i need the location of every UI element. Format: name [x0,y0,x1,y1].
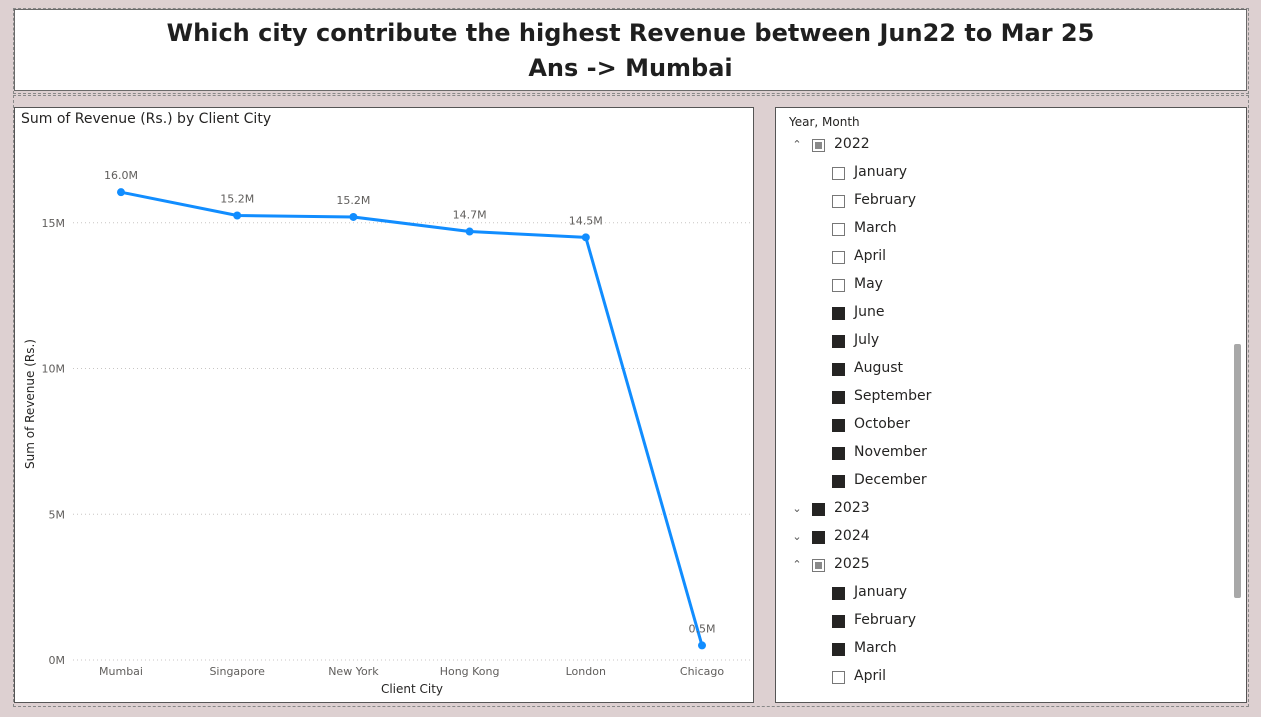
slicer-month-item[interactable]: May [776,273,1246,301]
x-axis-title: Client City [381,682,443,696]
data-point[interactable] [117,188,125,197]
data-point[interactable] [233,211,242,220]
slicer-checkbox[interactable] [832,223,845,236]
data-point[interactable] [349,212,358,221]
slicer-checkbox[interactable] [812,139,825,152]
slicer-checkbox[interactable] [812,531,825,544]
slicer-item-label: March [854,220,897,236]
slicer-month-item[interactable]: August [776,357,1246,385]
data-label: 0.5M [689,622,716,635]
slicer-month-item[interactable]: January [776,161,1246,189]
slicer-item-label: February [854,612,917,628]
chevron-up-icon[interactable]: ⌃ [792,558,802,571]
y-axis-title: Sum of Revenue (Rs.) [23,339,37,469]
slicer-checkbox[interactable] [832,587,845,600]
y-tick-label: 0M [49,654,66,667]
slicer-item-label: April [854,248,886,264]
line-chart: 0M 5M 10M 15M Mumbai Singapore New York Hong K… [23,169,750,696]
slicer-checkbox[interactable] [812,559,825,572]
slicer-item-label: 2023 [834,500,870,516]
data-point[interactable] [581,233,590,242]
slicer-checkbox[interactable] [832,279,845,292]
slicer-month-item[interactable]: April [776,245,1246,273]
slicer-item-label: June [854,304,885,320]
x-tick-label: Singapore [209,665,265,678]
slicer-item-label: February [854,192,917,208]
y-tick-label: 5M [49,508,66,521]
line-chart-visual[interactable]: Sum of Revenue (Rs.) by Client City 0M 5M… [14,107,754,703]
slicer-item-label: October [854,416,911,432]
slicer-checkbox[interactable] [832,307,845,320]
slicer-checkbox[interactable] [832,615,845,628]
slicer-item-label: September [854,388,932,404]
slicer-checkbox[interactable] [832,167,845,180]
slicer-item-label: 2025 [834,556,870,572]
slicer-item-label: May [854,276,883,292]
data-point[interactable] [465,227,474,236]
x-tick-label: Chicago [680,665,724,678]
slicer-item-label: July [854,332,880,348]
slicer-checkbox[interactable] [832,363,845,376]
x-tick-label: Mumbai [99,665,143,678]
y-tick-label: 10M [42,363,66,376]
slicer-checkbox[interactable] [832,475,845,488]
slicer-checkbox[interactable] [812,503,825,516]
slicer-year-item[interactable]: ⌄ 2023 [776,497,1246,525]
slicer-year-item[interactable]: ⌃ 2025 [776,553,1246,581]
chart-title: Sum of Revenue (Rs.) by Client City [21,111,272,127]
slicer-scrollbar[interactable] [1234,344,1241,598]
slicer-list: ⌃ 2022 January February March April May June Jul… [776,133,1246,693]
data-label: 15.2M [336,194,370,207]
slicer-item-label: 2024 [834,528,870,544]
slicer-month-item[interactable]: October [776,413,1246,441]
slicer-month-item[interactable]: September [776,385,1246,413]
slicer-month-item[interactable]: April [776,665,1246,693]
slicer-month-item[interactable]: February [776,609,1246,637]
chevron-up-icon[interactable]: ⌃ [792,138,802,151]
slicer-checkbox[interactable] [832,447,845,460]
data-label: 14.7M [453,209,487,222]
title-card: Which city contribute the highest Revenu… [14,9,1247,91]
data-point[interactable] [698,641,706,650]
slicer-checkbox[interactable] [832,419,845,432]
slicer-item-label: December [854,472,927,488]
year-month-slicer[interactable]: Year, Month ⌃ 2022 January February March Apr… [775,107,1247,703]
slicer-header: Year, Month [789,115,860,129]
slicer-item-label: August [854,360,903,376]
slicer-item-label: 2022 [834,136,870,152]
slicer-checkbox[interactable] [832,391,845,404]
chevron-down-icon[interactable]: ⌄ [792,502,802,515]
slicer-checkbox[interactable] [832,643,845,656]
slicer-checkbox[interactable] [832,671,845,684]
slicer-checkbox[interactable] [832,195,845,208]
slicer-month-item[interactable]: February [776,189,1246,217]
page-answer: Ans -> Mumbai [528,54,733,82]
slicer-year-item[interactable]: ⌄ 2024 [776,525,1246,553]
slicer-month-item[interactable]: January [776,581,1246,609]
slicer-item-label: January [854,584,908,600]
slicer-month-item[interactable]: July [776,329,1246,357]
x-tick-label: Hong Kong [440,665,500,678]
x-tick-label: London [566,665,606,678]
slicer-month-item[interactable]: December [776,469,1246,497]
slicer-year-item[interactable]: ⌃ 2022 [776,133,1246,161]
slicer-item-label: January [854,164,908,180]
slicer-item-label: April [854,668,886,684]
slicer-month-item[interactable]: March [776,217,1246,245]
slicer-month-item[interactable]: June [776,301,1246,329]
data-label: 15.2M [220,192,254,205]
slicer-checkbox[interactable] [832,335,845,348]
chevron-down-icon[interactable]: ⌄ [792,530,802,543]
x-tick-label: New York [328,665,379,678]
slicer-item-label: November [854,444,927,460]
slicer-checkbox[interactable] [832,251,845,264]
data-label: 14.5M [569,214,603,227]
slicer-month-item[interactable]: March [776,637,1246,665]
data-label: 16.0M [104,169,138,182]
revenue-series-line [120,190,704,646]
slicer-item-label: March [854,640,897,656]
y-tick-label: 15M [42,217,66,230]
page-title: Which city contribute the highest Revenu… [166,19,1095,47]
slicer-month-item[interactable]: November [776,441,1246,469]
